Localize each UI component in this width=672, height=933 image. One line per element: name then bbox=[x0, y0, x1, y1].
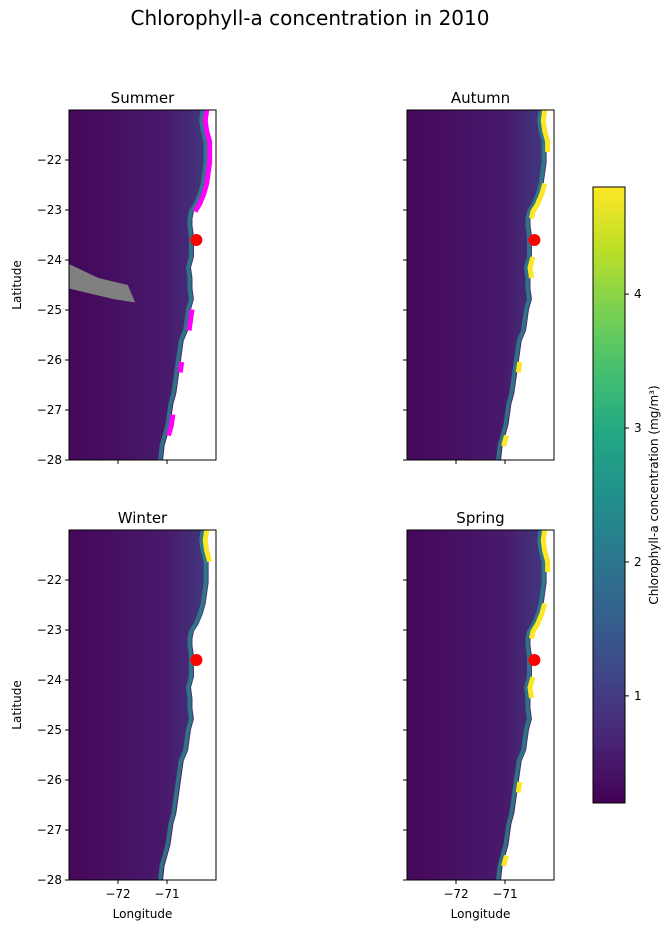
above-range-highlight bbox=[501, 434, 509, 447]
y-tick-label: −22 bbox=[37, 573, 62, 587]
coastal-band bbox=[158, 109, 208, 461]
above-range-highlight bbox=[166, 414, 176, 437]
above-range-highlight bbox=[540, 529, 551, 572]
colorbar-tick-label: 2 bbox=[634, 555, 642, 569]
panel-autumn: Autumn bbox=[403, 89, 555, 464]
x-axis-label: Longitude bbox=[113, 907, 173, 921]
above-range-highlight bbox=[529, 182, 548, 220]
no-data-patch bbox=[69, 264, 136, 303]
x-axis-label: Longitude bbox=[451, 907, 511, 921]
above-range-highlight bbox=[192, 109, 213, 213]
panel-title: Winter bbox=[118, 509, 168, 527]
panel-title: Autumn bbox=[451, 89, 510, 107]
above-range-highlight bbox=[177, 361, 185, 373]
y-tick-label: −27 bbox=[37, 823, 62, 837]
panel-title: Spring bbox=[456, 509, 504, 527]
y-tick-label: −25 bbox=[37, 723, 62, 737]
x-tick-label: −71 bbox=[492, 887, 517, 901]
above-range-highlight bbox=[515, 781, 523, 793]
x-tick-label: −71 bbox=[154, 887, 179, 901]
panel-title: Summer bbox=[111, 89, 175, 107]
y-tick-label: −28 bbox=[37, 873, 62, 887]
above-range-highlight bbox=[501, 854, 509, 867]
colorbar-tick-label: 1 bbox=[634, 689, 642, 703]
above-range-highlight bbox=[540, 109, 551, 152]
station-marker bbox=[190, 234, 203, 246]
above-range-highlight bbox=[515, 361, 523, 373]
above-range-highlight bbox=[186, 309, 195, 331]
y-tick-label: −24 bbox=[37, 673, 62, 687]
axes-frame bbox=[68, 109, 217, 461]
sea-surface bbox=[407, 530, 547, 880]
above-range-highlight bbox=[529, 602, 548, 640]
panels-group: Summer −22 −23 −24 −25 −26 −27 −28 Latitude Autum… bbox=[10, 89, 555, 921]
coastal-band bbox=[496, 109, 546, 461]
station-marker bbox=[528, 654, 541, 666]
y-axis-label: Latitude bbox=[10, 260, 24, 309]
colorbar-label: Chlorophyll-a concentration (mg/m³) bbox=[647, 385, 661, 604]
y-tick-label: −22 bbox=[37, 153, 62, 167]
above-range-highlight bbox=[527, 256, 536, 279]
axes-frame bbox=[68, 529, 217, 881]
figure-title: Chlorophyll-a concentration in 2010 bbox=[131, 6, 490, 30]
x-tick-label: −72 bbox=[443, 887, 468, 901]
coastal-band bbox=[158, 529, 208, 881]
station-marker bbox=[190, 654, 203, 666]
axes-frame bbox=[406, 529, 555, 881]
panel-summer: Summer −22 −23 −24 −25 −26 −27 −28 Latitude bbox=[10, 89, 217, 467]
sea-surface bbox=[407, 110, 547, 460]
y-tick-label: −27 bbox=[37, 403, 62, 417]
panel-winter: Winter −22 −23 −24 −25 −26 −27 −28 Latitude −72 −7… bbox=[10, 509, 217, 921]
panel-spring: Spring −72 −71 Longitude bbox=[403, 509, 555, 921]
y-tick-label: −25 bbox=[37, 303, 62, 317]
coastal-band bbox=[496, 529, 546, 881]
y-tick-label: −26 bbox=[37, 353, 62, 367]
x-tick-label: −72 bbox=[105, 887, 130, 901]
y-axis-label: Latitude bbox=[10, 680, 24, 729]
colorbar-gradient bbox=[592, 186, 626, 804]
axes-frame bbox=[406, 109, 555, 461]
y-tick-label: −23 bbox=[37, 203, 62, 217]
colorbar-tick-label: 4 bbox=[634, 287, 642, 301]
y-tick-label: −23 bbox=[37, 623, 62, 637]
colorbar: 1 2 3 4 Chlorophyll-a concentration (mg/m³) bbox=[592, 186, 661, 804]
y-tick-label: −26 bbox=[37, 773, 62, 787]
colorbar-ticks: 1 2 3 4 bbox=[625, 287, 642, 703]
y-tick-label: −28 bbox=[37, 453, 62, 467]
sea-surface bbox=[69, 530, 209, 880]
sea-surface bbox=[69, 110, 209, 460]
station-marker bbox=[528, 234, 541, 246]
y-tick-label: −24 bbox=[37, 253, 62, 267]
above-range-highlight bbox=[527, 676, 536, 699]
colorbar-tick-label: 3 bbox=[634, 421, 642, 435]
above-range-highlight bbox=[202, 529, 213, 563]
